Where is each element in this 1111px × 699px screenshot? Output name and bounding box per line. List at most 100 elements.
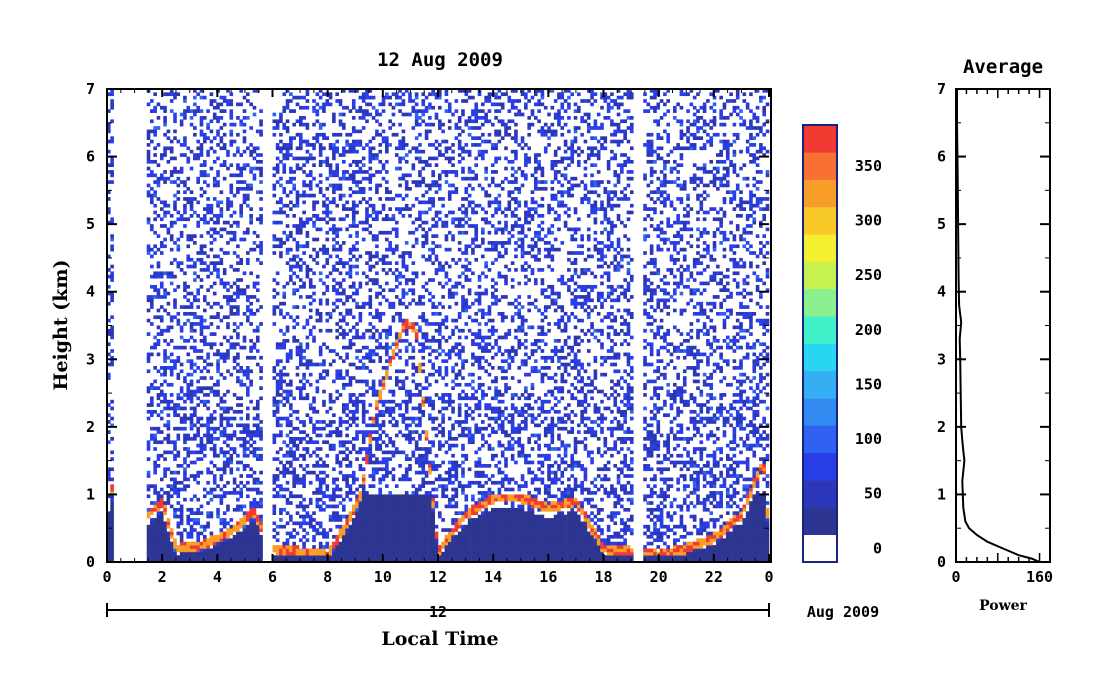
heatmap-cell (411, 406, 416, 411)
heatmap-cell (368, 305, 373, 309)
heatmap-cell (199, 95, 204, 100)
heatmap-cell (421, 369, 426, 374)
heatmap-cell (345, 372, 349, 377)
heatmap-cell (239, 480, 244, 485)
heatmap-cell (292, 281, 296, 286)
heatmap-cell (275, 484, 280, 488)
heatmap-cell (179, 217, 184, 222)
heatmap-cell (295, 521, 300, 526)
heatmap-cell (418, 521, 422, 526)
heatmap-cell (199, 247, 204, 252)
heatmap-cell (216, 311, 220, 316)
heatmap-cell (246, 487, 250, 492)
heatmap-cell (255, 521, 260, 526)
heatmap-cell (348, 497, 353, 502)
heatmap-cell (348, 274, 353, 279)
heatmap-cell (285, 247, 290, 252)
heatmap-cell (252, 345, 257, 350)
heatmap-cell (242, 548, 247, 553)
heatmap-cell (252, 311, 257, 316)
heatmap-cell (302, 325, 306, 330)
heatmap-cell (110, 180, 114, 184)
heatmap-cell (335, 234, 339, 238)
heatmap-cell (355, 524, 359, 529)
heatmap-cell (348, 440, 353, 445)
heatmap-cell (361, 511, 366, 515)
heatmap-cell (159, 241, 164, 245)
heatmap-cell (318, 420, 323, 424)
heatmap-cell (216, 389, 220, 394)
heatmap-cell (279, 244, 283, 249)
heatmap-cell (249, 247, 253, 252)
heatmap-cell (173, 220, 177, 225)
heatmap-cell (385, 298, 389, 303)
heatmap-cell (153, 521, 157, 526)
heatmap-cell (325, 261, 330, 265)
heatmap-cell (358, 315, 363, 320)
heatmap-cell (159, 207, 164, 211)
heatmap-cell (298, 345, 303, 350)
heatmap-cell (107, 474, 111, 478)
heatmap-cell (302, 507, 306, 512)
heatmap-cell (232, 322, 237, 326)
heatmap-cell (183, 406, 187, 411)
heatmap-cell (169, 450, 174, 455)
heatmap-cell (335, 281, 339, 286)
heatmap-cell (342, 440, 346, 445)
heatmap-cell (355, 494, 359, 499)
heatmap-cell (375, 112, 379, 117)
heatmap-cell (246, 193, 250, 198)
heatmap-cell (434, 311, 439, 316)
heatmap-cell (279, 555, 283, 559)
heatmap-cell (153, 548, 157, 553)
heatmap-cell (252, 470, 257, 475)
heatmap-cell (189, 413, 194, 418)
heatmap-cell (414, 180, 419, 184)
heatmap-cell (305, 268, 310, 272)
heatmap-cell (259, 501, 263, 505)
heatmap-cell (385, 514, 389, 519)
heatmap-cell (222, 335, 227, 340)
heatmap-cell (355, 349, 359, 353)
heatmap-cell (255, 524, 260, 529)
heatmap-cell (325, 551, 330, 556)
heatmap-cell (338, 311, 343, 316)
heatmap-cell (279, 149, 283, 154)
heatmap-cell (404, 467, 409, 472)
heatmap-cell (166, 433, 171, 438)
heatmap-cell (229, 518, 234, 522)
heatmap-cell (351, 548, 356, 553)
heatmap-cell (166, 521, 171, 526)
heatmap-cell (212, 443, 217, 448)
heatmap-cell (325, 301, 330, 306)
heatmap-cell (179, 531, 184, 536)
heatmap-cell (153, 518, 157, 522)
heatmap-cell (107, 541, 111, 546)
heatmap-cell (183, 345, 187, 350)
heatmap-cell (332, 284, 336, 289)
heatmap-cell (421, 470, 426, 475)
heatmap-cell (348, 450, 353, 455)
heatmap-cell (193, 132, 197, 137)
heatmap-cell (292, 257, 296, 262)
heatmap-cell (285, 396, 290, 401)
heatmap-cell (421, 403, 426, 407)
heatmap-cell (222, 518, 227, 522)
heatmap-cell (153, 487, 157, 492)
heatmap-cell (315, 379, 320, 384)
heatmap-cell (358, 507, 363, 512)
heatmap-cell (394, 521, 399, 526)
heatmap-cell (239, 261, 244, 265)
heatmap-cell (289, 420, 293, 424)
heatmap-cell (418, 420, 422, 424)
heatmap-cell (292, 109, 296, 113)
heatmap-cell (391, 301, 396, 306)
heatmap-cell (434, 453, 439, 458)
heatmap-cell (305, 433, 310, 438)
heatmap-cell (166, 423, 171, 428)
heatmap-cell (295, 551, 300, 556)
heatmap-cell (107, 538, 111, 543)
heatmap-cell (305, 342, 310, 347)
heatmap-cell (196, 355, 200, 360)
heatmap-cell (279, 176, 283, 181)
